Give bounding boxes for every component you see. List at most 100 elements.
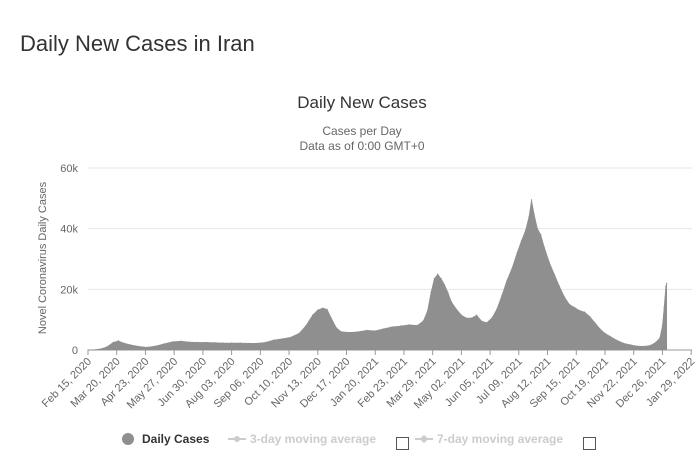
data-point [305,325,307,327]
y-tick-label: 60k [60,163,78,175]
chart-title: Daily New Cases [297,93,426,112]
data-point [112,341,114,343]
data-point [281,338,283,340]
data-point [659,337,661,339]
toggle-7-day-average-checkbox[interactable] [583,437,596,450]
data-point [516,252,518,254]
data-point [400,325,402,327]
legend-item-daily-cases[interactable]: Daily Cases [122,432,209,446]
data-point [450,300,452,303]
data-point [440,278,442,280]
data-point [530,199,533,201]
data-point [476,314,478,316]
data-point [663,306,665,309]
chart: Daily New Cases Cases per Day Data as of… [37,93,697,411]
data-point [106,346,108,348]
data-point [290,336,292,338]
data-point [629,344,631,346]
data-point [433,278,435,280]
data-point [383,328,385,330]
data-point [574,306,576,309]
data-point [326,308,328,310]
data-point [465,317,468,319]
data-point [357,331,359,333]
series-area-daily-cases[interactable] [87,199,667,351]
data-point [231,342,233,344]
data-point [636,345,638,347]
data-point [540,234,542,236]
data-point [222,342,224,344]
data-point [163,343,165,345]
data-point [256,342,258,344]
data-point [340,331,342,333]
data-point [197,341,199,343]
data-point [437,273,439,275]
data-point [155,345,157,347]
data-point [171,341,174,343]
data-point [416,324,419,326]
data-point [214,342,216,344]
data-point [443,284,446,286]
data-point [525,229,527,231]
data-point [506,279,508,281]
data-point [589,316,591,318]
data-point [533,212,535,215]
data-point [655,341,657,343]
legend-label-3-day-average: 3-day moving average [250,432,377,446]
data-point [511,267,513,269]
data-point [117,340,119,342]
data-point [665,285,667,287]
data-point [447,291,449,293]
data-point [650,344,652,346]
data-point [146,346,148,348]
data-point [264,341,266,343]
data-point [180,340,182,342]
data-point [349,331,351,333]
data-point [536,228,539,230]
page-title: Daily New Cases in Iran [20,31,255,56]
data-point [496,308,498,310]
data-point [481,320,483,322]
data-point [579,310,581,312]
legend-marker-3-day-average [228,434,246,444]
data-point [460,314,462,316]
data-point [427,310,429,312]
data-point [138,345,140,347]
data-point [273,339,275,341]
data-point [623,342,625,344]
data-point [666,282,668,284]
chart-subtitle-line-2: Data as of 0:00 GMT+0 [299,139,424,153]
legend-label-daily-cases: Daily Cases [142,432,210,446]
data-point [616,339,618,341]
data-point [543,246,545,248]
data-point [422,320,424,322]
data-point [391,326,393,328]
toggle-3-day-average-checkbox[interactable] [396,437,409,450]
data-point [312,314,314,316]
data-point [129,344,131,346]
data-point [558,285,561,287]
data-point [470,317,473,319]
data-point [188,341,190,343]
data-point [366,329,368,331]
legend-item-3-day-average[interactable]: 3-day moving average [228,432,376,446]
data-point [643,345,645,347]
chart-legend: Daily Cases 3-day moving average 7-day m… [0,432,700,454]
data-point [99,348,101,350]
y-tick-label: 0 [72,345,78,357]
legend-item-7-day-average[interactable]: 7-day moving average [415,432,563,446]
data-point [486,322,488,324]
data-point [455,308,457,310]
data-point [584,311,586,313]
data-point [528,215,530,218]
data-point [205,341,207,343]
legend-marker-7-day-average [415,434,433,444]
legend-marker-daily-cases [122,433,134,445]
data-point [93,349,95,351]
data-point [408,324,410,326]
data-point [298,332,300,334]
data-point [322,307,324,309]
data-point [501,294,503,296]
legend-label-7-day-average: 7-day moving average [437,432,564,446]
data-point [520,240,523,242]
